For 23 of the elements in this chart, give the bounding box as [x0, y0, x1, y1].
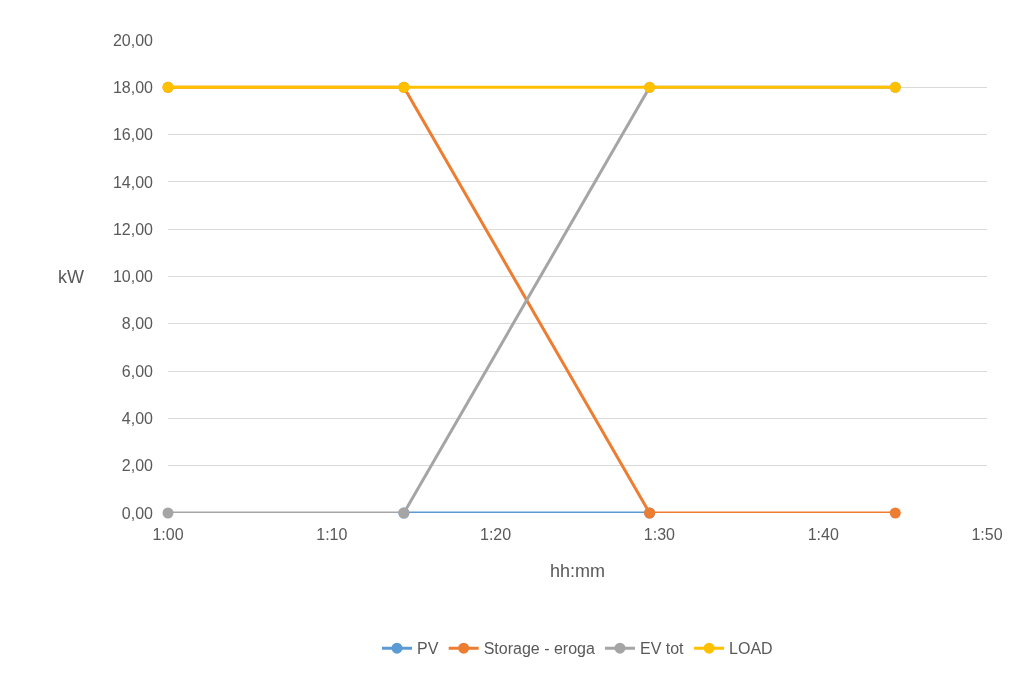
- x-tick-label: 1:20: [480, 526, 512, 543]
- x-tick-label: 1:40: [807, 526, 839, 543]
- legend-label: EV tot: [639, 640, 685, 658]
- y-tick-label: 18,00: [112, 78, 154, 96]
- legend-label: LOAD: [729, 640, 773, 658]
- y-tick-label: 0,00: [121, 504, 154, 522]
- y-tick-label: 20,00: [112, 31, 154, 49]
- y-tick-label: 4,00: [121, 410, 154, 427]
- legend-label: Storage - eroga: [483, 640, 595, 658]
- x-tick-label: 1:30: [643, 526, 676, 543]
- y-tick-label: 2,00: [121, 457, 154, 475]
- y-tick-label: 6,00: [121, 362, 154, 380]
- y-tick-label: 12,00: [112, 220, 154, 238]
- y-tick-label: 16,00: [112, 126, 154, 144]
- y-tick-label: 14,00: [112, 173, 154, 191]
- y-axis-title: kW: [58, 267, 84, 287]
- x-tick-label: 1:00: [152, 526, 184, 543]
- x-tick-label: 1:10: [316, 526, 348, 543]
- y-tick-label: 8,00: [121, 315, 154, 333]
- y-tick-label: 10,00: [112, 268, 154, 286]
- x-axis-title: hh:mm: [549, 561, 606, 581]
- legend-label: PV: [417, 640, 439, 658]
- x-tick-label: 1:50: [971, 526, 1003, 543]
